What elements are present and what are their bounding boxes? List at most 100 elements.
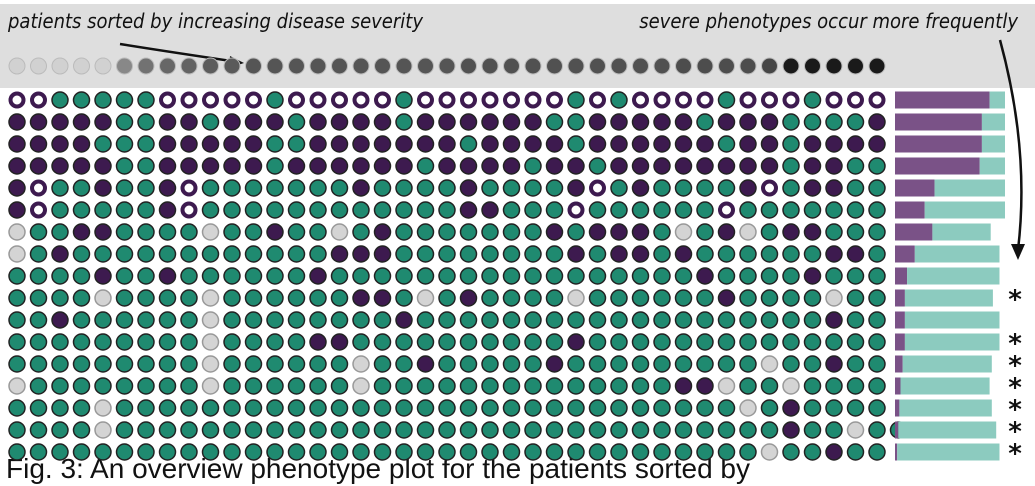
dot bbox=[459, 245, 478, 263]
dot bbox=[760, 157, 779, 175]
dot bbox=[674, 311, 693, 329]
dot bbox=[846, 421, 865, 439]
dot bbox=[631, 201, 650, 219]
asterisk: * bbox=[1008, 285, 1022, 315]
dot bbox=[115, 443, 134, 461]
dot bbox=[223, 91, 241, 109]
dot bbox=[51, 201, 69, 219]
dot bbox=[115, 377, 134, 395]
dot bbox=[309, 443, 327, 461]
dot bbox=[287, 267, 306, 285]
dot bbox=[201, 355, 220, 373]
dot bbox=[201, 377, 220, 395]
dot bbox=[868, 223, 886, 241]
dot bbox=[30, 91, 47, 109]
dot bbox=[309, 377, 327, 395]
dot bbox=[803, 135, 822, 153]
teal-bar bbox=[898, 421, 997, 439]
dot bbox=[524, 289, 542, 307]
severity-dot bbox=[180, 57, 198, 75]
dot bbox=[287, 179, 306, 197]
purple-bar bbox=[895, 443, 898, 461]
teal-bar bbox=[914, 245, 1000, 263]
dot bbox=[760, 113, 779, 131]
dot bbox=[653, 443, 671, 461]
dot bbox=[330, 267, 349, 285]
dot bbox=[868, 355, 886, 373]
teal-bar bbox=[902, 355, 992, 373]
dot bbox=[545, 245, 564, 263]
dot bbox=[825, 333, 843, 351]
dot bbox=[760, 245, 779, 263]
severity-dot bbox=[524, 57, 542, 75]
dot bbox=[739, 421, 757, 439]
dot bbox=[739, 179, 757, 197]
dot bbox=[94, 333, 112, 351]
dot bbox=[137, 157, 155, 175]
dot bbox=[94, 223, 112, 241]
dot bbox=[94, 113, 112, 131]
dot bbox=[438, 377, 456, 395]
dot bbox=[266, 179, 284, 197]
dot bbox=[588, 355, 607, 373]
dot bbox=[717, 355, 736, 373]
dot bbox=[395, 355, 413, 373]
dot bbox=[782, 245, 800, 263]
dot bbox=[438, 201, 456, 219]
dot bbox=[717, 179, 736, 197]
dot bbox=[459, 179, 478, 197]
dot bbox=[610, 377, 628, 395]
dot bbox=[352, 377, 370, 395]
dot bbox=[201, 201, 220, 219]
dot bbox=[481, 201, 499, 219]
dot bbox=[631, 267, 650, 285]
dot bbox=[244, 443, 263, 461]
dot bbox=[309, 245, 327, 263]
asterisk: * bbox=[1008, 351, 1022, 381]
dot bbox=[115, 289, 134, 307]
dot bbox=[352, 223, 370, 241]
dot bbox=[8, 91, 26, 109]
dot bbox=[653, 135, 671, 153]
dot bbox=[72, 179, 91, 197]
dot bbox=[395, 223, 413, 241]
dot bbox=[567, 311, 585, 329]
dot bbox=[502, 355, 521, 373]
dot bbox=[717, 157, 736, 175]
dot bbox=[223, 421, 241, 439]
dot bbox=[158, 267, 177, 285]
dot bbox=[631, 179, 650, 197]
dot bbox=[158, 135, 177, 153]
left-note: patients sorted by increasing disease se… bbox=[7, 9, 423, 33]
dot bbox=[567, 267, 585, 285]
dot bbox=[825, 311, 843, 329]
dot bbox=[201, 421, 220, 439]
dot bbox=[653, 399, 671, 417]
dot bbox=[94, 443, 112, 461]
dot bbox=[266, 157, 284, 175]
dot bbox=[524, 113, 542, 131]
dot bbox=[739, 311, 757, 329]
dot bbox=[631, 443, 650, 461]
dot bbox=[180, 91, 198, 109]
dot bbox=[180, 245, 198, 263]
dot bbox=[631, 355, 650, 373]
teal-bar bbox=[897, 443, 1000, 461]
dot bbox=[825, 201, 843, 219]
dot bbox=[524, 245, 542, 263]
dot bbox=[201, 333, 220, 351]
severity-dot bbox=[331, 57, 348, 75]
dot bbox=[158, 201, 177, 219]
dot bbox=[868, 377, 886, 395]
teal-bar bbox=[900, 377, 990, 395]
dot bbox=[287, 201, 306, 219]
dot bbox=[674, 377, 693, 395]
arrow bbox=[998, 39, 1023, 251]
dot bbox=[545, 113, 564, 131]
dot bbox=[201, 311, 220, 329]
dot bbox=[739, 223, 757, 241]
dot bbox=[374, 91, 391, 109]
dot bbox=[481, 267, 499, 285]
dot bbox=[545, 421, 564, 439]
purple-bar bbox=[895, 289, 905, 307]
